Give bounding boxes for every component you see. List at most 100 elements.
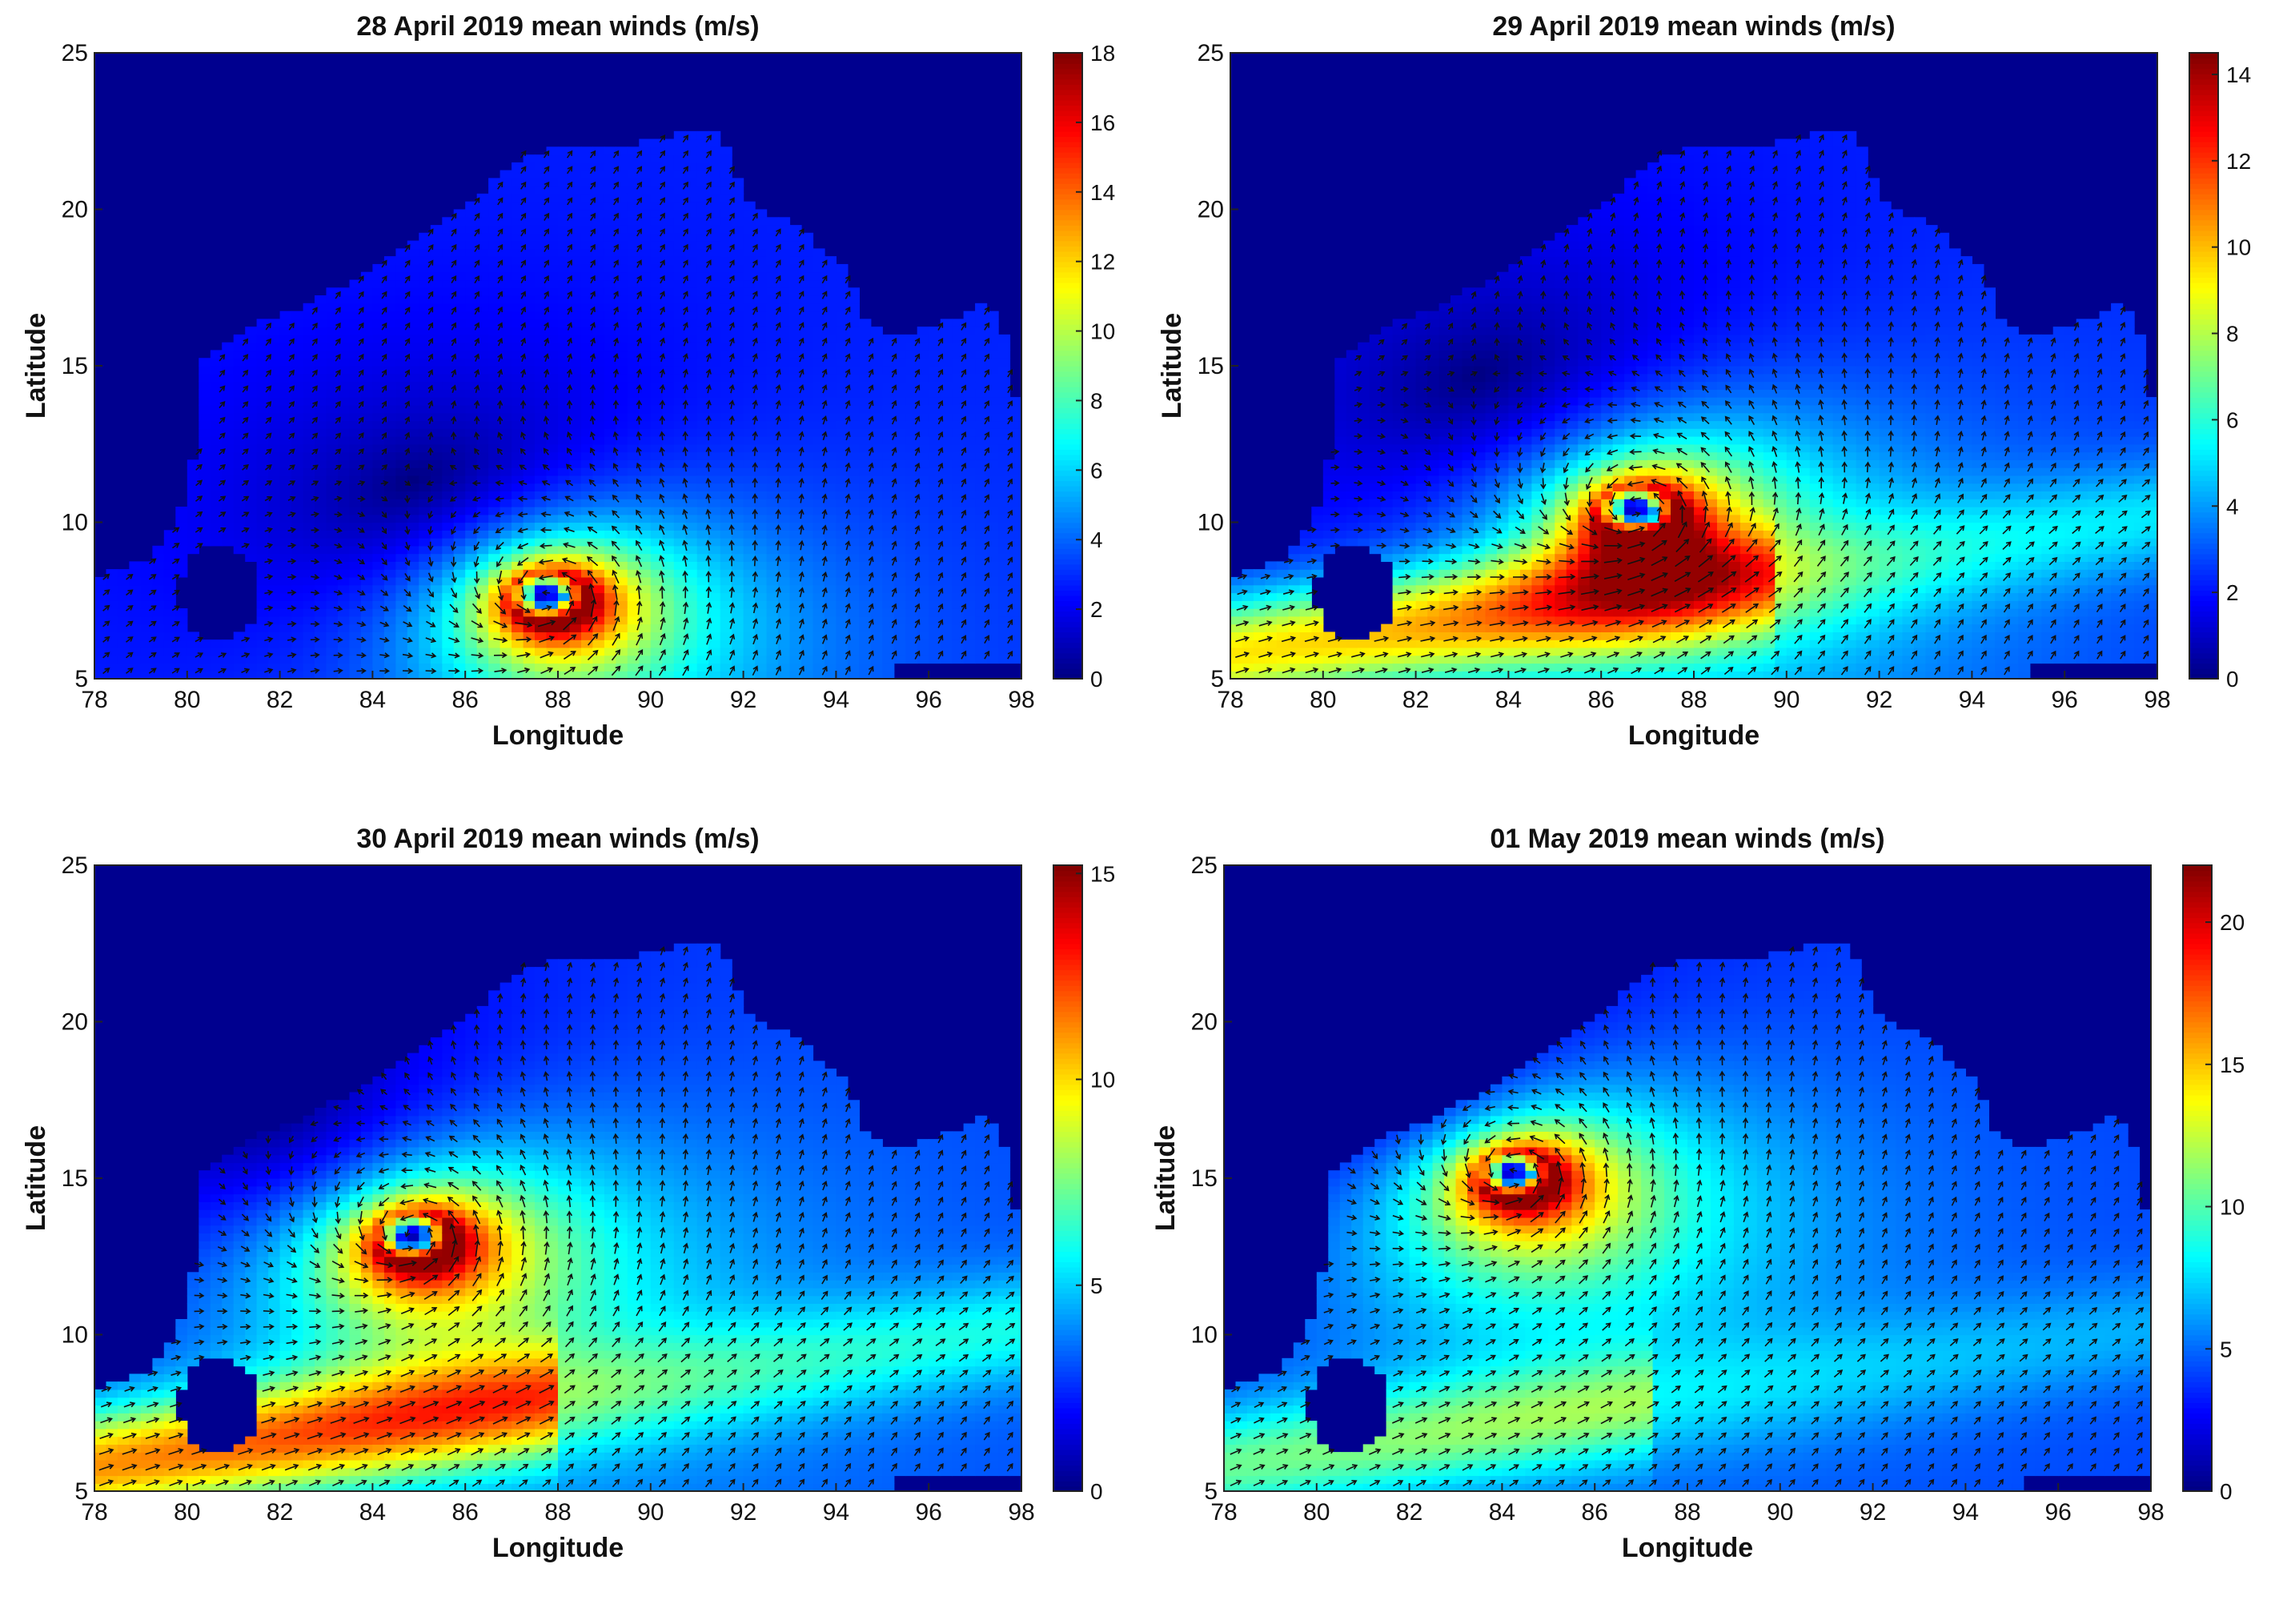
heatmap-cell [338, 655, 351, 664]
heatmap-cell [1009, 491, 1022, 499]
wind-arrow [798, 555, 804, 567]
heatmap-cell [963, 358, 976, 367]
wind-arrow [868, 415, 874, 425]
heatmap-cell [407, 671, 419, 680]
heatmap-cell [175, 671, 188, 680]
heatmap-cell [847, 514, 860, 523]
heatmap-cell [616, 436, 628, 445]
wind-arrow [451, 212, 457, 221]
heatmap-cell [1009, 436, 1022, 445]
wind-arrow [451, 322, 457, 331]
heatmap-cell [627, 209, 640, 218]
heatmap-cell [616, 584, 628, 594]
heatmap-cell [268, 428, 281, 437]
heatmap-cell [963, 640, 976, 648]
wind-arrow [775, 446, 781, 456]
heatmap-cell [500, 616, 512, 625]
heatmap-cell [442, 640, 455, 648]
heatmap-cell [222, 443, 235, 453]
heatmap-cell [708, 600, 721, 609]
heatmap-cell [592, 451, 605, 460]
heatmap-cell [650, 271, 663, 281]
wind-arrow [358, 307, 364, 315]
heatmap-cell [383, 499, 396, 507]
heatmap-cell [708, 373, 721, 383]
heatmap-cell [523, 232, 536, 242]
heatmap-cell [882, 616, 895, 625]
heatmap-cell [755, 350, 768, 359]
heatmap-cell [732, 522, 744, 531]
heatmap-cell [708, 443, 721, 453]
heatmap-cell [268, 640, 281, 648]
heatmap-cell [847, 522, 860, 531]
heatmap-cell [789, 263, 802, 273]
wind-arrow [381, 259, 387, 268]
heatmap-cell [279, 640, 292, 648]
wind-arrow [474, 368, 480, 378]
heatmap-cell [465, 327, 478, 335]
heatmap-cell [673, 271, 686, 281]
wind-arrow [567, 353, 573, 363]
heatmap-cell [627, 373, 640, 383]
heatmap-cell [650, 640, 663, 648]
heatmap-cell [859, 600, 872, 609]
heatmap-cell [569, 186, 582, 194]
heatmap-cell [870, 412, 883, 422]
heatmap-cell [187, 538, 199, 547]
heatmap-cell [349, 616, 362, 625]
wind-arrow [636, 539, 643, 551]
heatmap-cell [662, 538, 675, 547]
heatmap-cell [535, 358, 548, 367]
wind-arrow [563, 617, 577, 631]
heatmap-cell [755, 279, 768, 288]
heatmap-cell [488, 248, 501, 257]
heatmap-cell [442, 232, 455, 242]
wind-arrow [334, 480, 343, 487]
heatmap-cell [650, 193, 663, 202]
heatmap-cell [639, 373, 652, 383]
heatmap-cell [187, 507, 199, 515]
wind-arrow [335, 354, 341, 362]
heatmap-cell [349, 538, 362, 547]
heatmap-cell [476, 608, 489, 617]
heatmap-cell [604, 404, 616, 414]
heatmap-cell [616, 162, 628, 171]
heatmap-cell [419, 256, 431, 265]
heatmap-cell [824, 538, 837, 547]
heatmap-cell [523, 248, 536, 257]
heatmap-cell [662, 436, 675, 445]
heatmap-cell [627, 240, 640, 249]
heatmap-cell [453, 467, 466, 476]
heatmap-cell [836, 592, 849, 601]
wind-arrow [728, 399, 735, 409]
heatmap-cell [766, 350, 779, 359]
heatmap-cell [419, 647, 431, 656]
heatmap-cell [523, 295, 536, 304]
heatmap-cell [407, 600, 419, 609]
heatmap-cell [708, 130, 721, 140]
heatmap-cell [859, 561, 872, 570]
heatmap-cell [419, 600, 431, 609]
heatmap-cell [291, 459, 304, 468]
heatmap-cell [685, 530, 698, 539]
heatmap-cell [106, 663, 118, 672]
heatmap-cell [696, 279, 709, 288]
heatmap-cell [708, 358, 721, 367]
heatmap-cell [569, 162, 582, 171]
heatmap-cell [256, 538, 269, 547]
wind-arrow [868, 493, 874, 503]
heatmap-cell [732, 561, 744, 570]
heatmap-cell [360, 381, 373, 390]
heatmap-cell [199, 389, 211, 398]
heatmap-cell [963, 569, 976, 578]
heatmap-cell [720, 576, 732, 586]
heatmap-cell [627, 327, 640, 335]
heatmap-cell [824, 647, 837, 656]
wind-arrow [868, 447, 874, 456]
heatmap-cell [512, 350, 524, 359]
wind-arrow [264, 480, 273, 486]
heatmap-cell [558, 600, 571, 609]
heatmap-cell [847, 287, 860, 296]
heatmap-cell [407, 584, 419, 594]
heatmap-cell [627, 608, 640, 617]
